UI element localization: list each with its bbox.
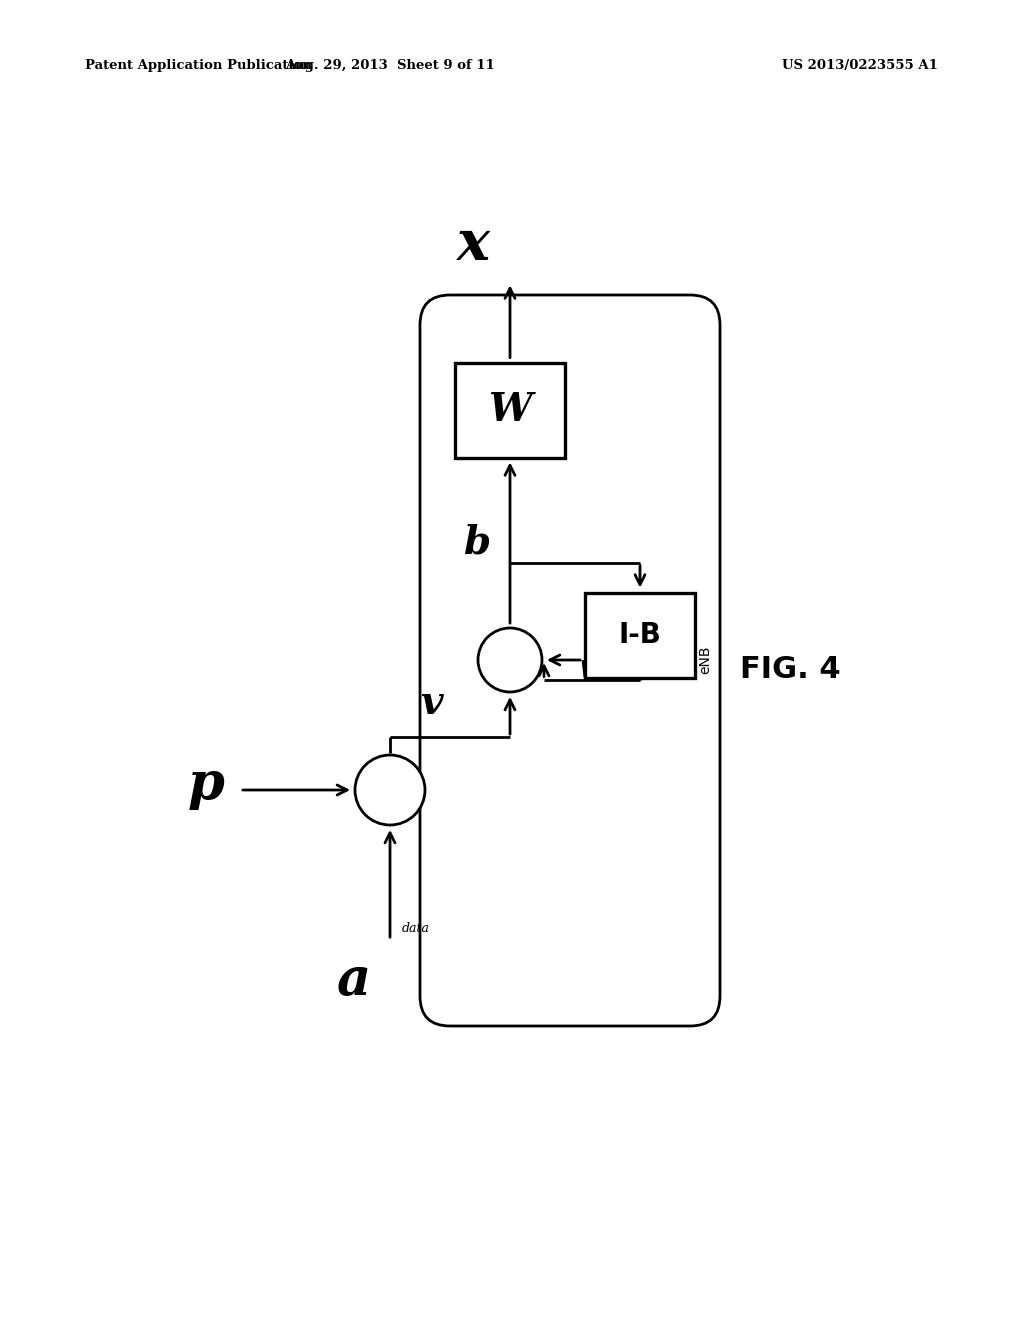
Text: x: x (457, 218, 490, 272)
Text: a: a (336, 954, 370, 1006)
Text: p: p (188, 759, 225, 810)
FancyBboxPatch shape (585, 593, 695, 677)
Text: b: b (463, 524, 490, 562)
Text: FIG. 4: FIG. 4 (739, 656, 841, 685)
Text: I-B: I-B (618, 620, 662, 649)
Text: W: W (488, 391, 531, 429)
Text: Patent Application Publication: Patent Application Publication (85, 58, 311, 71)
FancyBboxPatch shape (455, 363, 565, 458)
Circle shape (355, 755, 425, 825)
Text: data: data (402, 921, 430, 935)
Text: US 2013/0223555 A1: US 2013/0223555 A1 (782, 58, 938, 71)
Text: eNB: eNB (698, 645, 712, 675)
Circle shape (478, 628, 542, 692)
Text: Aug. 29, 2013  Sheet 9 of 11: Aug. 29, 2013 Sheet 9 of 11 (285, 58, 495, 71)
Text: v: v (420, 684, 442, 722)
